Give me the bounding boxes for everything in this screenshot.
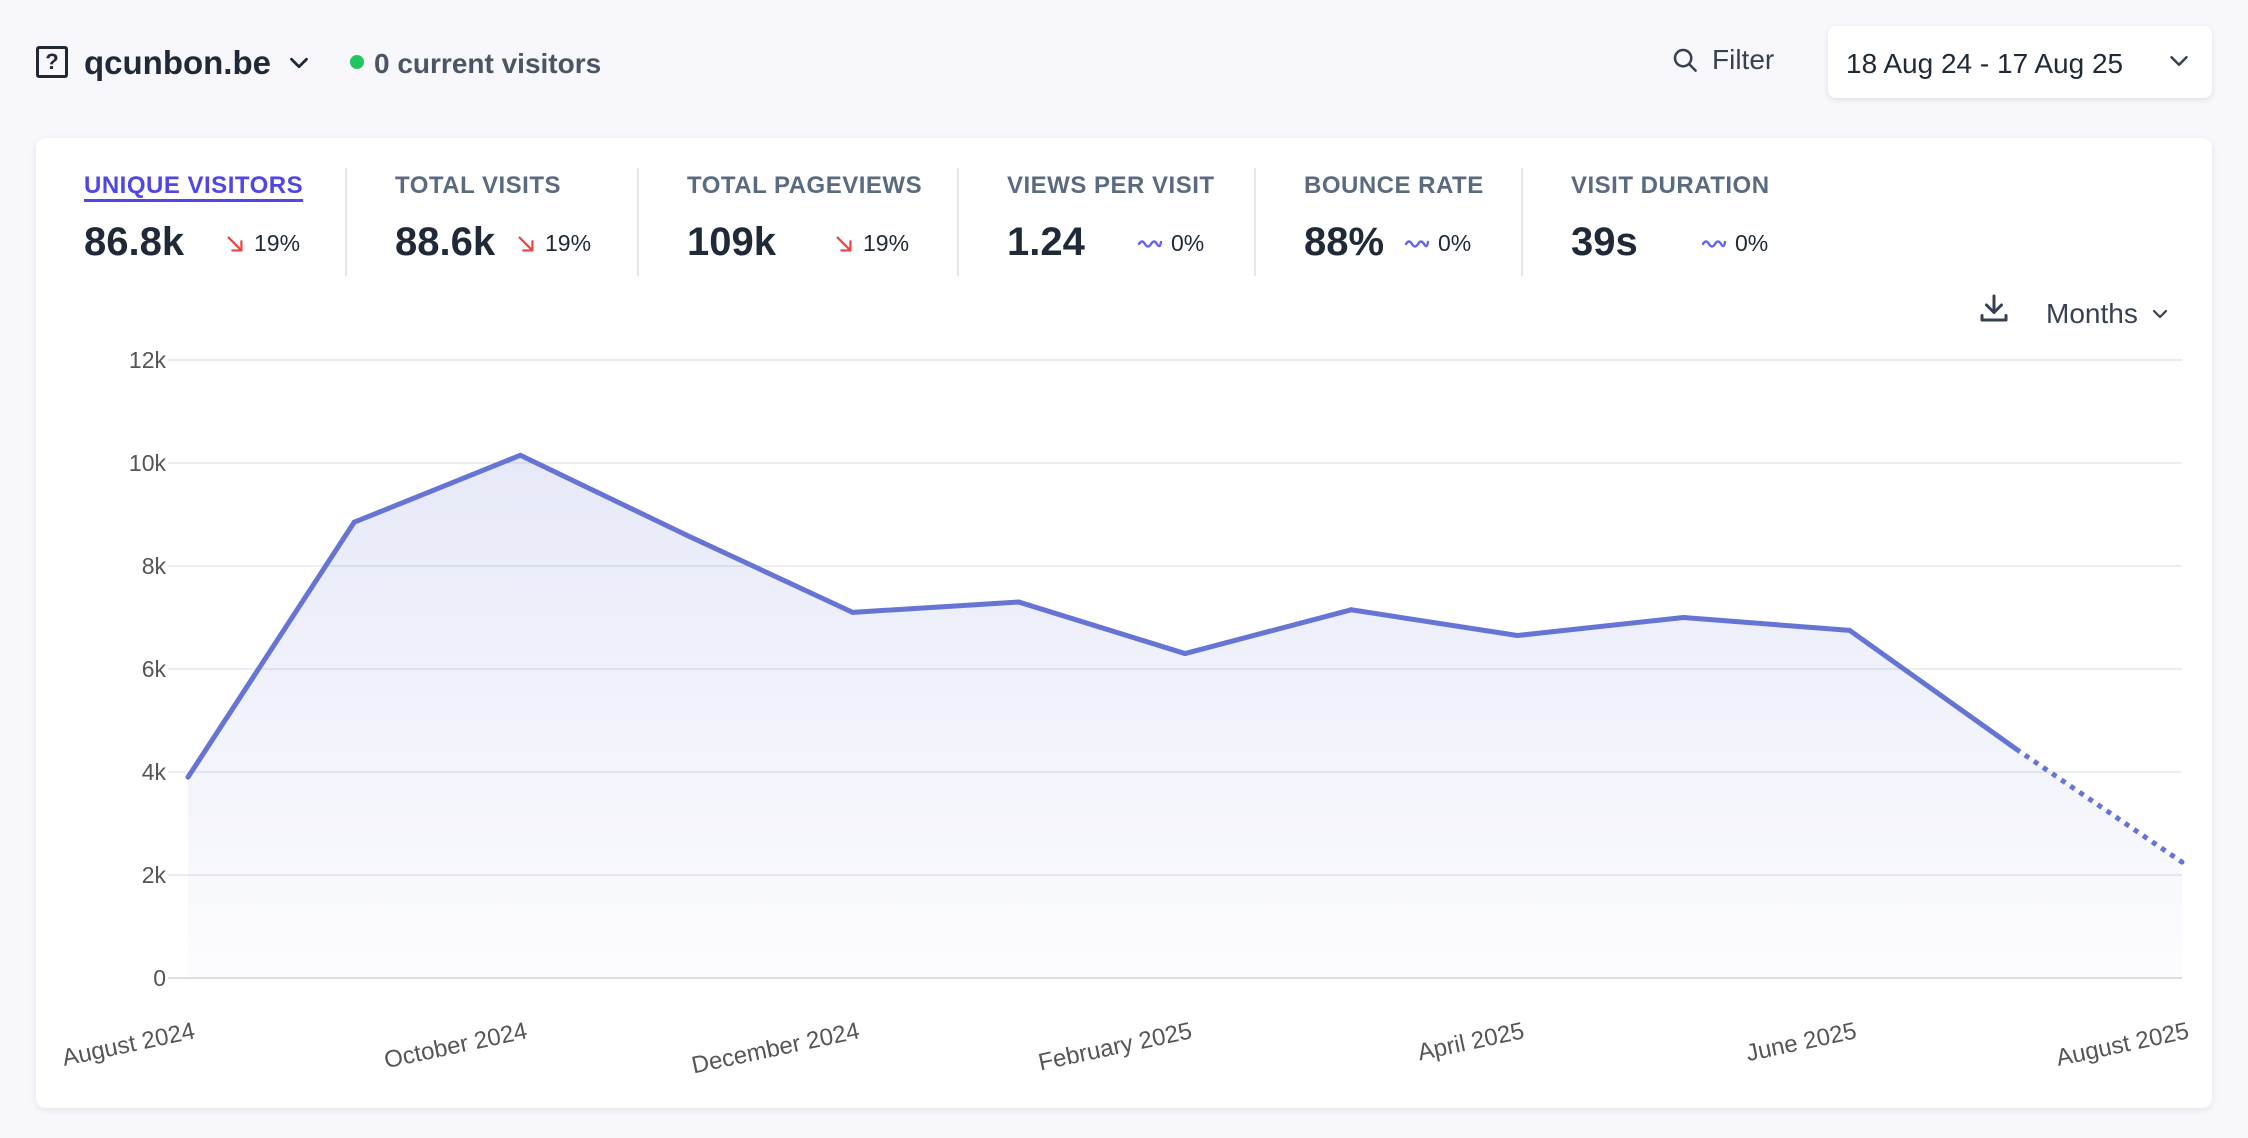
stats-card: UNIQUE VISITORS 86.8k 19% TOTAL VISITS 8… <box>36 138 2212 1108</box>
metric-change-value: 0% <box>1438 230 1472 256</box>
metric-unique-visitors[interactable]: UNIQUE VISITORS 86.8k 19% <box>84 172 304 264</box>
metric-value: 86.8k <box>84 220 185 264</box>
metric-label: UNIQUE VISITORS <box>84 172 304 199</box>
metric-value: 39s <box>1571 220 1638 264</box>
metric-change-value: 0% <box>1735 230 1769 256</box>
y-tick-label: 12k <box>129 347 167 373</box>
metric-value: 1.24 <box>1007 220 1085 264</box>
data-point <box>1182 651 1188 657</box>
live-indicator-dot <box>350 55 364 69</box>
metric-divider <box>957 168 959 276</box>
metric-views-per-visit[interactable]: VIEWS PER VISIT 1.24 0% <box>1007 172 1215 264</box>
search-icon <box>1673 48 1697 72</box>
data-point <box>185 774 191 780</box>
metric-label: TOTAL VISITS <box>395 172 562 199</box>
x-tick-label: June 2025 <box>1744 1017 1859 1067</box>
series-line-incomplete <box>2014 746 2184 865</box>
metric-change: 19% <box>515 230 591 257</box>
y-tick-label: 8k <box>142 553 167 579</box>
current-visitors[interactable]: 0 current visitors <box>374 48 602 79</box>
metric-change: 0% <box>1137 230 1204 257</box>
interval-selector[interactable]: Months <box>2046 298 2172 330</box>
series-area <box>188 455 2182 978</box>
data-point <box>2179 859 2185 865</box>
metric-change: 19% <box>833 230 909 257</box>
date-range-picker[interactable]: 18 Aug 24 - 17 Aug 25 <box>1828 26 2212 98</box>
data-point <box>351 519 357 525</box>
metric-value: 88.6k <box>395 220 496 264</box>
metric-bounce-rate[interactable]: BOUNCE RATE 88% 0% <box>1304 172 1484 264</box>
x-tick-label: August 2025 <box>2054 1017 2191 1071</box>
data-point <box>1847 627 1853 633</box>
metric-label: BOUNCE RATE <box>1304 172 1484 199</box>
series-line <box>185 452 2019 780</box>
x-tick-label: August 2024 <box>60 1017 197 1071</box>
data-point <box>1348 607 1354 613</box>
data-point <box>684 532 689 538</box>
metric-change-value: 19% <box>254 230 301 256</box>
metric-value: 109k <box>687 220 776 264</box>
date-range-label: 18 Aug 24 - 17 Aug 25 <box>1846 48 2124 79</box>
data-point <box>1016 599 1022 605</box>
filter-label: Filter <box>1712 44 1775 75</box>
interval-label: Months <box>2046 298 2138 329</box>
data-point <box>517 452 523 458</box>
metric-divider <box>345 168 347 276</box>
trend-down-arrow-icon <box>227 235 243 252</box>
metric-change: 0% <box>1701 230 1768 257</box>
metric-total-visits[interactable]: TOTAL VISITS 88.6k 19% <box>395 172 591 264</box>
visitors-chart[interactable]: 0 2k 4k 6k 8k 10k 12k August 2024 October 2024 De… <box>36 138 2212 1108</box>
trend-down-arrow-icon <box>836 235 852 252</box>
y-tick-label: 4k <box>142 759 167 785</box>
question-mark-icon[interactable]: ? <box>36 46 68 78</box>
trend-down-arrow-icon <box>518 235 534 252</box>
trend-flat-wave-icon <box>1137 239 1163 248</box>
metric-change: 0% <box>1404 230 1471 257</box>
download-icon[interactable] <box>1976 290 2012 326</box>
metric-change-value: 19% <box>545 230 592 256</box>
metric-change: 19% <box>224 230 300 257</box>
chevron-down-icon <box>2170 56 2188 66</box>
metric-value: 88% <box>1304 220 1385 264</box>
chevron-down-icon <box>2152 309 2167 319</box>
metric-label: TOTAL PAGEVIEWS <box>687 172 923 199</box>
x-tick-label: April 2025 <box>1415 1017 1526 1066</box>
data-point <box>1514 633 1520 639</box>
x-tick-label: December 2024 <box>689 1017 862 1079</box>
data-point <box>1681 615 1686 620</box>
y-tick-label: 0 <box>153 965 166 991</box>
y-tick-label: 6k <box>142 656 167 682</box>
metric-total-pageviews[interactable]: TOTAL PAGEVIEWS 109k 19% <box>687 172 923 264</box>
site-name[interactable]: qcunbon.be <box>84 44 271 81</box>
metric-divider <box>1254 168 1256 276</box>
y-tick-label: 10k <box>129 450 167 476</box>
metric-label: VIEWS PER VISIT <box>1007 172 1215 199</box>
metric-label: VISIT DURATION <box>1571 172 1770 199</box>
y-tick-label: 2k <box>142 862 167 888</box>
data-point <box>850 609 856 615</box>
trend-flat-wave-icon <box>1701 239 1727 248</box>
x-tick-label: October 2024 <box>382 1017 530 1074</box>
x-tick-label: February 2025 <box>1036 1017 1194 1076</box>
data-point <box>2013 746 2019 752</box>
metric-divider <box>637 168 639 276</box>
metric-change-value: 0% <box>1171 230 1205 256</box>
metric-divider <box>1521 168 1523 276</box>
trend-flat-wave-icon <box>1404 239 1430 248</box>
chevron-down-icon[interactable] <box>284 48 314 78</box>
filter-button[interactable]: Filter <box>1670 44 1774 76</box>
metric-change-value: 19% <box>863 230 910 256</box>
metric-visit-duration[interactable]: VISIT DURATION 39s 0% <box>1571 172 1770 264</box>
top-bar: ? qcunbon.be 0 current visitors Filter 1… <box>0 0 2248 130</box>
